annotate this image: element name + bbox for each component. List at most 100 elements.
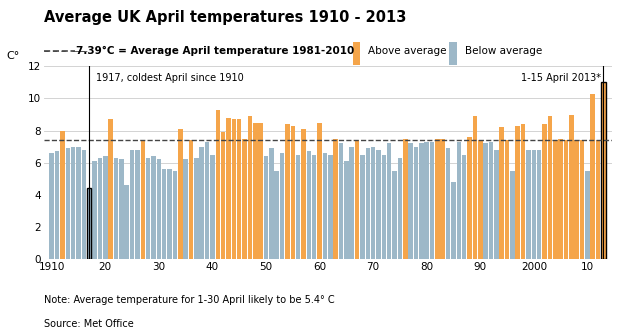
- Bar: [575, 140, 579, 259]
- Bar: [585, 171, 590, 259]
- Text: – – –: – – –: [44, 46, 66, 56]
- Bar: [66, 148, 70, 259]
- Bar: [403, 139, 407, 259]
- Bar: [87, 188, 92, 259]
- Bar: [130, 150, 134, 259]
- Bar: [505, 140, 509, 259]
- Bar: [451, 182, 456, 259]
- Bar: [264, 156, 268, 259]
- Bar: [275, 171, 279, 259]
- Text: Note: Average temperature for 1-30 April likely to be 5.4° C: Note: Average temperature for 1-30 April…: [44, 295, 334, 305]
- Bar: [484, 143, 488, 259]
- Bar: [301, 129, 306, 259]
- Bar: [296, 155, 300, 259]
- Text: Source: Met Office: Source: Met Office: [44, 319, 134, 329]
- Text: —: —: [78, 46, 91, 56]
- Bar: [424, 142, 429, 259]
- Bar: [140, 140, 145, 259]
- Bar: [339, 143, 343, 259]
- Text: Above average: Above average: [368, 46, 447, 56]
- Bar: [92, 161, 97, 259]
- Bar: [601, 82, 606, 259]
- Text: C°: C°: [7, 51, 20, 61]
- Bar: [285, 124, 290, 259]
- Bar: [472, 116, 477, 259]
- Bar: [253, 123, 258, 259]
- Bar: [441, 139, 445, 259]
- Bar: [596, 140, 600, 259]
- Bar: [188, 140, 193, 259]
- Bar: [366, 148, 370, 259]
- Bar: [227, 118, 231, 259]
- Bar: [119, 159, 124, 259]
- Bar: [178, 129, 183, 259]
- Bar: [333, 139, 338, 259]
- Bar: [526, 150, 531, 259]
- Bar: [205, 142, 209, 259]
- Bar: [344, 161, 349, 259]
- Bar: [392, 171, 397, 259]
- Bar: [71, 147, 76, 259]
- Bar: [114, 158, 119, 259]
- Bar: [478, 140, 482, 259]
- Bar: [183, 159, 188, 259]
- Bar: [494, 150, 499, 259]
- Bar: [146, 158, 150, 259]
- Bar: [323, 153, 327, 259]
- Bar: [60, 130, 65, 259]
- Bar: [328, 155, 333, 259]
- Bar: [414, 147, 418, 259]
- Bar: [360, 155, 364, 259]
- Bar: [569, 115, 573, 259]
- Bar: [82, 150, 86, 259]
- Bar: [381, 155, 386, 259]
- Bar: [408, 143, 413, 259]
- Bar: [237, 120, 241, 259]
- Bar: [210, 155, 215, 259]
- Bar: [312, 155, 316, 259]
- Bar: [446, 148, 451, 259]
- Bar: [457, 142, 461, 259]
- Bar: [499, 127, 504, 259]
- Bar: [532, 150, 536, 259]
- Bar: [157, 159, 161, 259]
- Text: Average UK April temperatures 1910 - 2013: Average UK April temperatures 1910 - 201…: [44, 10, 406, 25]
- Bar: [521, 124, 525, 259]
- Bar: [87, 188, 92, 259]
- Bar: [510, 171, 515, 259]
- Bar: [371, 147, 376, 259]
- Bar: [542, 124, 547, 259]
- Bar: [349, 147, 354, 259]
- Text: 1917, coldest April since 1910: 1917, coldest April since 1910: [95, 73, 243, 83]
- Bar: [537, 150, 542, 259]
- Bar: [135, 150, 140, 259]
- Bar: [109, 120, 113, 259]
- Bar: [355, 140, 359, 259]
- Bar: [76, 147, 80, 259]
- Bar: [248, 116, 252, 259]
- Bar: [580, 140, 584, 259]
- Bar: [435, 139, 440, 259]
- Bar: [215, 110, 220, 259]
- Bar: [269, 148, 274, 259]
- Bar: [49, 153, 54, 259]
- Bar: [258, 123, 263, 259]
- Bar: [151, 156, 156, 259]
- Bar: [548, 116, 552, 259]
- Text: Below average: Below average: [465, 46, 542, 56]
- Bar: [467, 137, 472, 259]
- Bar: [419, 143, 424, 259]
- Bar: [558, 139, 563, 259]
- Bar: [590, 94, 595, 259]
- Bar: [553, 140, 558, 259]
- Bar: [55, 151, 59, 259]
- Bar: [430, 142, 434, 259]
- Text: –––: –––: [72, 46, 86, 56]
- Bar: [397, 158, 402, 259]
- Bar: [317, 123, 322, 259]
- Bar: [232, 120, 236, 259]
- Bar: [200, 147, 204, 259]
- Bar: [515, 126, 520, 259]
- Bar: [194, 158, 198, 259]
- Bar: [124, 185, 129, 259]
